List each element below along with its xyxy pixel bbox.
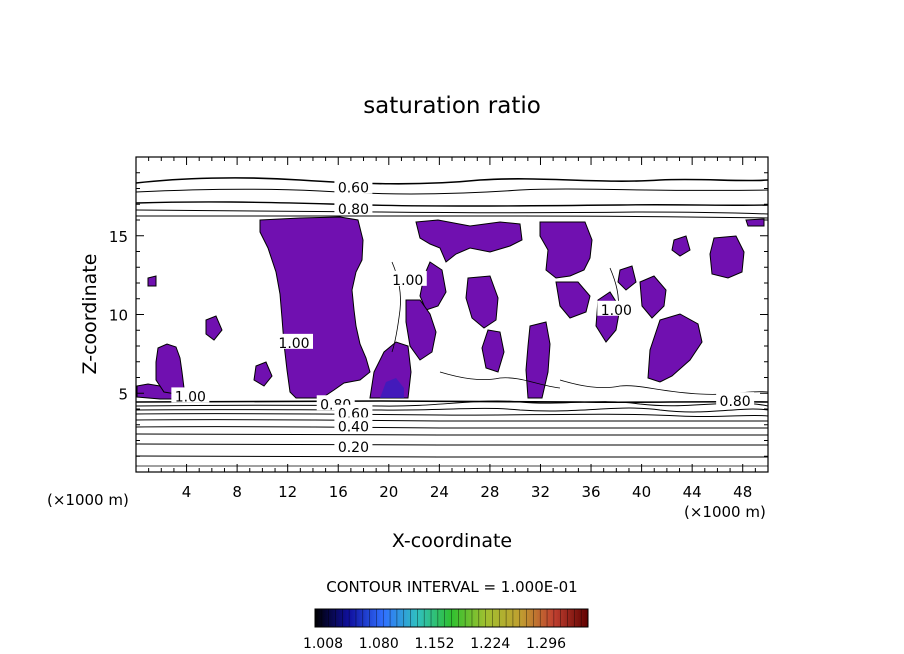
region-right-edge [745, 218, 765, 227]
contour-lines [135, 177, 769, 467]
contour-label: 0.40 [338, 419, 369, 435]
region-right-mid-e [647, 313, 703, 383]
region-top-right-a [539, 221, 593, 279]
contour-label-bg [597, 300, 636, 316]
region-right-mid-a [555, 281, 591, 319]
colorbar-tick-label: 1.296 [526, 636, 566, 652]
x-unit-label: (×1000 m) [684, 503, 766, 521]
contour-label: 0.80 [338, 202, 369, 218]
x-tick-label: 24 [430, 483, 449, 501]
contour-label: 0.80 [720, 394, 751, 410]
region-top-center [415, 219, 523, 263]
chart-title: saturation ratio [363, 93, 541, 119]
contour-line [135, 433, 769, 436]
x-axis-label: X-coordinate [392, 530, 512, 552]
z-unit-label: (×1000 m) [47, 491, 129, 509]
region-right-small-b [617, 265, 637, 291]
x-tick-label: 28 [480, 483, 499, 501]
contour-line [135, 419, 769, 422]
x-tick-label: 20 [379, 483, 398, 501]
x-tick-label: 44 [683, 483, 702, 501]
region-left-small-b [253, 361, 273, 387]
supersaturation-regions [136, 216, 765, 400]
colorbar: 1.008 1.080 1.152 1.224 1.296 [303, 608, 589, 652]
contour-label-bg [716, 392, 755, 408]
contour-line [135, 400, 769, 404]
y-axis: 5 10 15 [109, 172, 768, 457]
contour-label-bg [388, 270, 427, 286]
contour-line [135, 426, 769, 429]
x-tick-label: 48 [733, 483, 752, 501]
contour-label-bg [171, 387, 210, 403]
y-tick-label: 15 [109, 228, 128, 246]
colorbar-tick-label: 1.080 [359, 636, 399, 652]
x-tick-label: 16 [329, 483, 348, 501]
region-blue-core [380, 378, 404, 398]
x-tick-label: 4 [182, 483, 192, 501]
contour-line [135, 413, 769, 418]
colorbar-tick-label: 1.152 [414, 636, 454, 652]
colorbar-bands [321, 609, 582, 627]
region-right-mid-d [639, 275, 667, 319]
x-tick-label: 32 [531, 483, 550, 501]
region-left-small-c [147, 275, 157, 287]
contour-label-bg [275, 333, 313, 349]
region-mid-b [465, 275, 499, 329]
x-tick-label: 12 [278, 483, 297, 501]
contour-label: 0.20 [338, 440, 369, 456]
contour-line [135, 407, 769, 413]
contour-labels: 0.600.800.800.600.400.200.801.001.001.00… [171, 178, 755, 456]
contour-label: 1.00 [392, 273, 423, 289]
y-axis-label: Z-coordinate [79, 254, 101, 375]
plot-area: 0.600.800.800.600.400.200.801.001.001.00… [135, 157, 769, 472]
contour-line [135, 400, 769, 407]
colorbar-labels: 1.008 1.080 1.152 1.224 1.296 [303, 636, 566, 652]
contour-line [135, 209, 769, 215]
region-big-column [259, 216, 371, 399]
contour-line [135, 443, 769, 446]
contour-line [135, 188, 769, 195]
contour-label-bg [334, 178, 373, 194]
contour-line [135, 215, 769, 219]
x-tick-label: 8 [232, 483, 242, 501]
y-tick-label: 10 [109, 307, 128, 325]
region-right-mid-b [525, 321, 551, 399]
contour-line [135, 177, 769, 185]
contour-label-bg [334, 417, 373, 433]
region-right-small-a [671, 235, 691, 257]
region-left-small-a [205, 315, 223, 341]
contour-label: 0.60 [338, 181, 369, 197]
contour-line [135, 201, 769, 207]
contour-interval-label: CONTOUR INTERVAL = 1.000E-01 [326, 578, 577, 596]
y-tick-label: 5 [118, 385, 128, 403]
colorbar-tick-label: 1.224 [470, 636, 510, 652]
colorbar-tick-label: 1.008 [303, 636, 343, 652]
x-tick-label: 36 [581, 483, 600, 501]
x-tick-label: 40 [632, 483, 651, 501]
contour-line [439, 371, 561, 389]
contour-label: 1.00 [278, 336, 309, 352]
region-right-top [709, 235, 745, 279]
contour-line [135, 455, 769, 458]
contour-label-bg [334, 199, 373, 215]
region-mid-a [405, 299, 437, 361]
region-mid-c [481, 329, 505, 373]
contour-label: 1.00 [175, 389, 206, 405]
contour-label-bg [334, 404, 373, 420]
contour-label-bg [334, 437, 373, 453]
x-axis: 4 8 12 16 20 24 28 32 36 40 44 48 [148, 157, 756, 501]
contour-label: 1.00 [601, 303, 632, 319]
